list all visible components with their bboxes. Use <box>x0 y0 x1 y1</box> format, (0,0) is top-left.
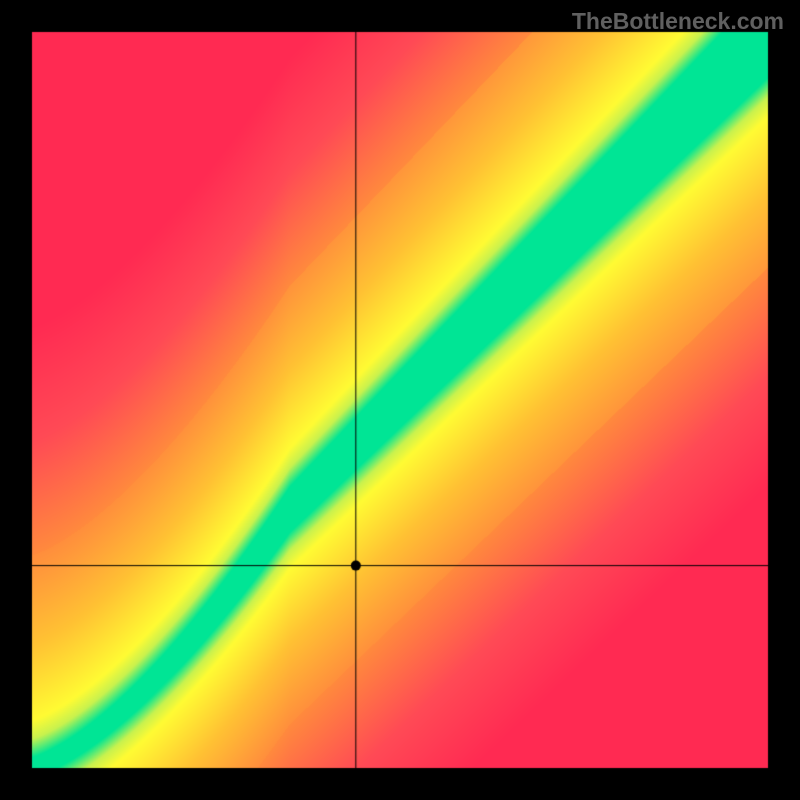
watermark-text: TheBottleneck.com <box>572 8 784 35</box>
bottleneck-heatmap <box>0 0 800 800</box>
